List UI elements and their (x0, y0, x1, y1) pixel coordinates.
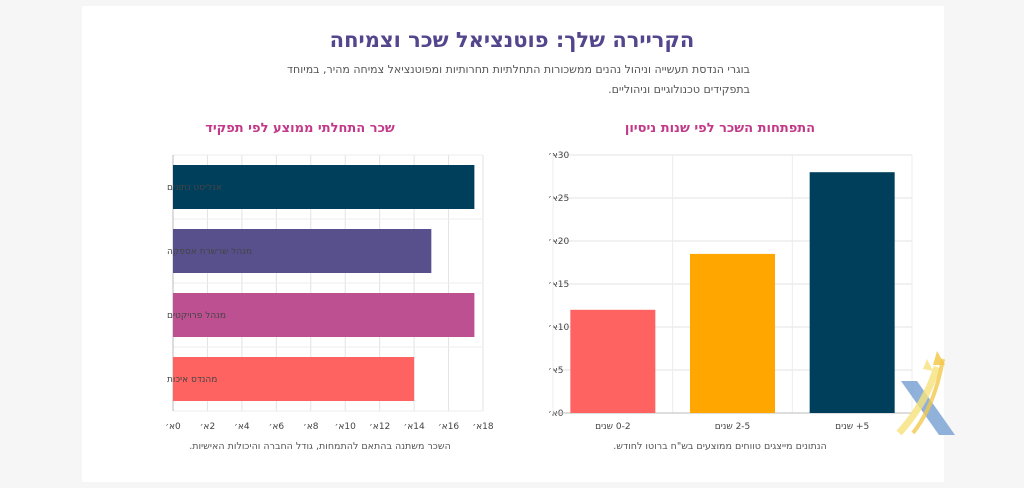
role-chart-footnote: השכר משתנה בהתאם להתמחות, גודל החברה והי… (189, 441, 451, 452)
bar (173, 165, 475, 209)
x-tick-label: 18א׳ (472, 422, 493, 432)
x-tick-label: 2א׳ (200, 422, 216, 432)
x-tick-label: 12א׳ (369, 422, 390, 432)
x-tick-label: 0א׳ (165, 422, 181, 432)
experience-chart-title: התפתחות השכר לפי שנות ניסיון (624, 121, 816, 136)
bar (570, 309, 656, 413)
y-tick-label: 0א׳ (548, 409, 564, 419)
x-tick-label: 10א׳ (335, 422, 356, 432)
y-tick-label: 25א׳ (548, 194, 569, 204)
x-tick-label: 4א׳ (234, 422, 250, 432)
x-tick-label: 14א׳ (404, 422, 425, 432)
bar (809, 172, 895, 413)
bar (173, 357, 415, 401)
role-salary-bar-chart: 0א׳ 2א׳ 4א׳ 6א׳ 8א׳ 10א׳ 12א׳ 14א׳ 16א׳ 18א׳ אנליס… (165, 154, 494, 432)
bar (690, 253, 775, 413)
role-chart-title: שכר התחלתי ממוצע לפי תפקיד (205, 121, 395, 136)
x-category-label: 0-2 שנים (595, 422, 631, 432)
page-subtitle: בוגרי הנדסת תעשייה וניהול נהנים ממשכורות… (287, 63, 750, 96)
experience-chart-footnote: הנתונים מייצגים טווחים ממוצעים בש"ח ברוט… (613, 441, 827, 452)
y-tick-label: 30א׳ (548, 151, 569, 161)
brand-logo-icon (896, 351, 955, 436)
y-tick-label: 15א׳ (548, 280, 569, 290)
y-category-label: אנליסט נתונים (167, 183, 222, 193)
y-tick-label: 10א׳ (548, 323, 569, 333)
x-category-label: 5+ שנים (835, 422, 869, 432)
bar (173, 293, 475, 337)
x-category-label: 2-5 שנים (715, 422, 751, 432)
x-tick-label: 16א׳ (438, 422, 459, 432)
x-tick-label: 8א׳ (303, 422, 319, 432)
y-category-label: מהנדס איכות (167, 375, 217, 385)
bar (173, 229, 432, 273)
y-tick-label: 5א׳ (548, 366, 564, 376)
page-title: הקריירה שלך: פוטנציאל שכר וצמיחה (329, 28, 695, 52)
y-category-label: מנהל פרויקטים (167, 311, 226, 321)
y-tick-label: 20א׳ (548, 237, 569, 247)
experience-salary-bar-chart: 0א׳ 5א׳ 10א׳ 15א׳ 20א׳ 25א׳ 30א׳ 0-2 שנים 2-5 שנ… (548, 151, 913, 432)
x-tick-label: 6א׳ (269, 422, 285, 432)
y-category-label: מנהל שרשרת אספקה (167, 247, 252, 257)
